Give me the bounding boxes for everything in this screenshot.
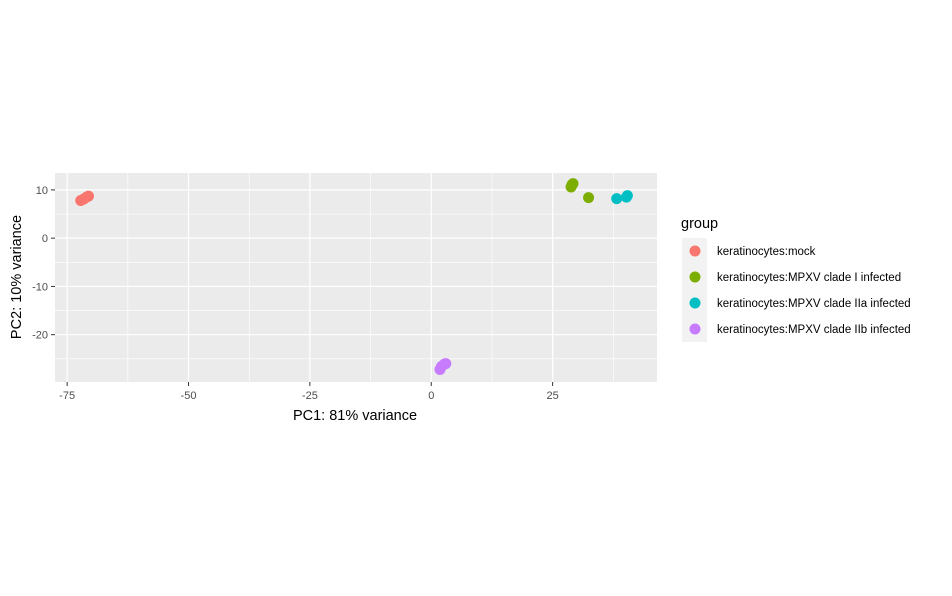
x-tick-label: -75 <box>59 390 75 402</box>
legend: group keratinocytes:mock keratinocytes:MP… <box>681 216 911 342</box>
legend-label: keratinocytes:MPXV clade IIa infected <box>717 298 911 310</box>
data-point <box>567 178 579 190</box>
x-tick-label: -50 <box>181 390 197 402</box>
legend-key <box>689 323 701 335</box>
major-gridlines <box>55 173 657 382</box>
x-tick-label: -25 <box>302 390 318 402</box>
y-tick-label: 10 <box>36 185 48 197</box>
x-tick-label: 25 <box>546 390 558 402</box>
legend-label: keratinocytes:MPXV clade IIb infected <box>717 324 911 336</box>
y-tick-label: 0 <box>42 233 48 245</box>
x-axis-ticks: -75 -50 -25 0 25 <box>59 382 559 402</box>
data-points <box>75 178 633 375</box>
legend-label: keratinocytes:mock <box>717 246 816 258</box>
data-point <box>440 358 452 370</box>
legend-key <box>689 245 701 257</box>
legend-title: group <box>681 216 718 232</box>
y-tick-label: -20 <box>32 330 48 342</box>
data-point <box>583 192 595 204</box>
y-axis-ticks: -20 -10 0 10 <box>32 185 55 342</box>
data-point <box>82 190 94 202</box>
plot-panel <box>55 173 657 382</box>
data-point <box>621 190 633 202</box>
x-tick-label: 0 <box>428 390 434 402</box>
legend-key <box>689 271 701 283</box>
x-axis-title: PC1: 81% variance <box>293 408 417 424</box>
y-axis-title: PC2: 10% variance <box>9 215 25 339</box>
minor-gridlines <box>55 173 657 382</box>
legend-key <box>689 297 701 309</box>
y-tick-label: -10 <box>32 281 48 293</box>
data-point <box>611 193 623 205</box>
legend-label: keratinocytes:MPXV clade I infected <box>717 272 901 284</box>
